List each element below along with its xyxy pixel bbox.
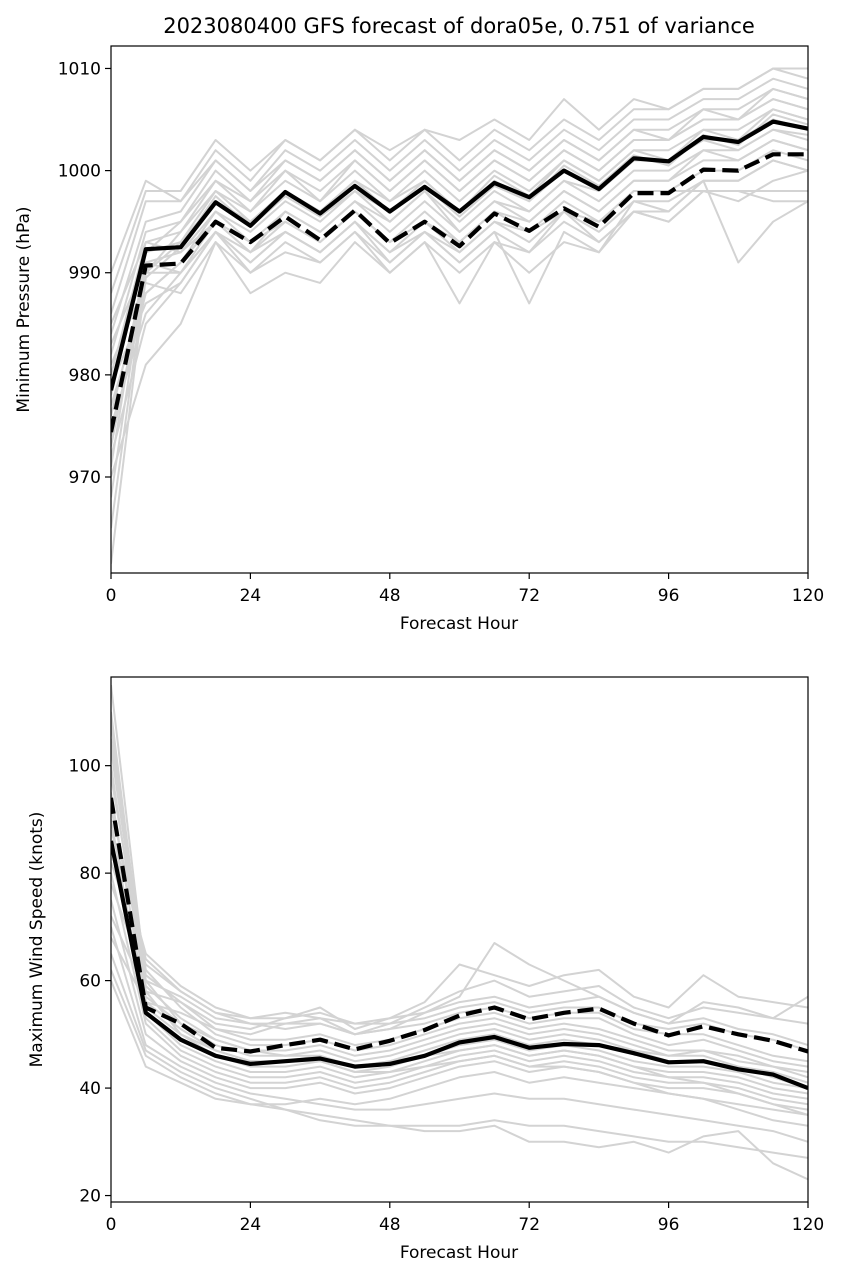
pressure-x-tick-label: 48 bbox=[379, 586, 401, 606]
pressure-axes-frame bbox=[110, 45, 809, 574]
wind-x-tick-label: 48 bbox=[379, 1215, 401, 1235]
pressure-member-line-20 bbox=[111, 128, 808, 427]
wind-y-tick-label: 40 bbox=[79, 1079, 101, 1099]
wind-x-tick-label: 120 bbox=[792, 1215, 824, 1235]
pressure-x-tick-label: 120 bbox=[792, 586, 824, 606]
pressure-y-axis-label: Minimum Pressure (hPa) bbox=[14, 206, 34, 412]
wind-x-tick-label: 0 bbox=[106, 1215, 117, 1235]
wind-y-tick-label: 100 bbox=[69, 757, 101, 777]
pressure-x-tick-label: 24 bbox=[240, 586, 262, 606]
wind-x-tick-label: 24 bbox=[240, 1215, 262, 1235]
wind-member-line-9 bbox=[111, 899, 808, 1111]
pressure-y-tick-label: 1000 bbox=[58, 162, 101, 182]
wind-member-line-22 bbox=[111, 722, 808, 1127]
wind-y-axis-label: Maximum Wind Speed (knots) bbox=[27, 812, 47, 1068]
wind-gfs-reference-line bbox=[111, 797, 808, 1054]
pressure-y-tick-label: 1010 bbox=[58, 59, 101, 79]
chart-title: 2023080400 GFS forecast of dora05e, 0.75… bbox=[163, 14, 755, 38]
pressure-member-line-22 bbox=[111, 98, 808, 467]
pressure-gfs-reference-line bbox=[111, 152, 808, 433]
pressure-x-tick-label: 0 bbox=[106, 586, 117, 606]
wind-member-line-15 bbox=[111, 915, 808, 1030]
pressure-y-tick-label: 980 bbox=[69, 366, 101, 386]
pressure-x-axis-label: Forecast Hour bbox=[400, 614, 518, 634]
pressure-member-line-17 bbox=[111, 190, 808, 366]
wind-member-line-12 bbox=[111, 969, 808, 1181]
pressure-panel: 2023080400 GFS forecast of dora05e, 0.75… bbox=[14, 14, 824, 634]
pressure-ticks: 0 24 48 72 96 120 970 980 990 1000 1010 bbox=[58, 59, 824, 606]
pressure-gfs-mean-line bbox=[111, 119, 808, 391]
wind-x-tick-label: 72 bbox=[518, 1215, 540, 1235]
pressure-member-line-13 bbox=[111, 67, 808, 294]
wind-panel: 0 24 48 72 96 120 20 40 60 80 100 Forecast Hour Ma… bbox=[27, 676, 825, 1263]
wind-x-axis-label: Forecast Hour bbox=[400, 1243, 518, 1263]
wind-member-line-3 bbox=[111, 738, 808, 1079]
wind-member-line-19 bbox=[111, 808, 808, 1063]
pressure-member-line-18 bbox=[111, 159, 808, 386]
wind-axes-frame bbox=[110, 676, 809, 1203]
wind-ticks: 0 24 48 72 96 120 20 40 60 80 100 bbox=[69, 757, 825, 1235]
pressure-y-tick-label: 970 bbox=[69, 468, 101, 488]
pressure-y-tick-label: 990 bbox=[69, 264, 101, 284]
wind-y-tick-label: 20 bbox=[79, 1187, 101, 1207]
wind-member-line-14 bbox=[111, 937, 808, 1036]
wind-gfs-mean-line bbox=[111, 840, 808, 1091]
wind-member-line-18 bbox=[111, 829, 808, 1052]
wind-y-tick-label: 80 bbox=[79, 864, 101, 884]
wind-x-tick-label: 96 bbox=[658, 1215, 680, 1235]
wind-member-line-17 bbox=[111, 862, 808, 1047]
wind-member-line-10 bbox=[111, 926, 808, 1143]
wind-y-tick-label: 60 bbox=[79, 972, 101, 992]
wind-member-line-7 bbox=[111, 846, 808, 1100]
pressure-member-line-21 bbox=[111, 108, 808, 447]
pressure-x-tick-label: 96 bbox=[658, 586, 680, 606]
wind-member-line-21 bbox=[111, 749, 808, 1116]
pressure-x-tick-label: 72 bbox=[518, 586, 540, 606]
pressure-member-line-14 bbox=[111, 87, 808, 274]
pressure-plot-area bbox=[111, 67, 808, 564]
wind-member-line-16 bbox=[111, 883, 808, 1036]
wind-member-line-20 bbox=[111, 776, 808, 1068]
wind-plot-area bbox=[111, 684, 808, 1181]
